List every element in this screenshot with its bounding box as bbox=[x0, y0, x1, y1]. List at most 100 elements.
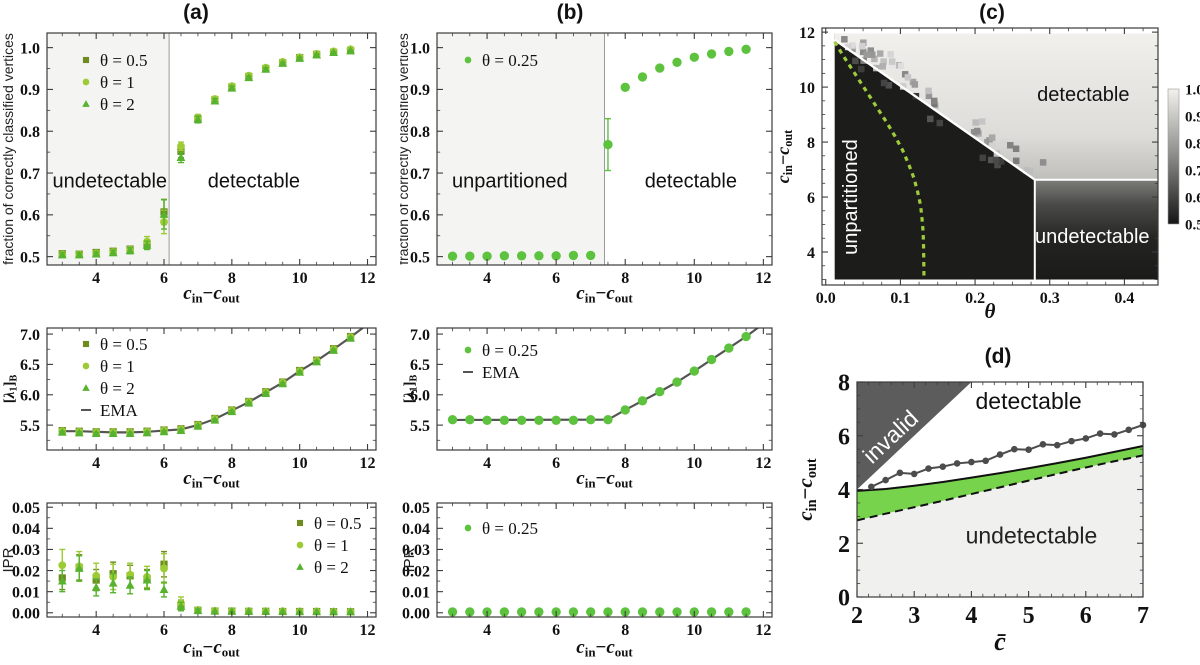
data-point bbox=[551, 415, 561, 425]
data-point bbox=[210, 415, 220, 424]
shaded-region bbox=[437, 33, 605, 265]
data-point bbox=[125, 246, 135, 255]
shape: c bbox=[183, 637, 192, 658]
shape: − bbox=[596, 637, 607, 658]
shape: out bbox=[615, 290, 634, 305]
x-tick-label: 12 bbox=[360, 455, 376, 472]
data-point bbox=[125, 429, 135, 438]
numeric-threshold-point bbox=[1125, 426, 1132, 434]
x-axis-label: cin−cout bbox=[183, 637, 240, 659]
data-point bbox=[620, 82, 630, 93]
lower-bound-dashed-line bbox=[856, 454, 1144, 522]
series-θ = 0.25 bbox=[447, 607, 751, 617]
y-tick-label: 12 bbox=[799, 25, 815, 42]
x-tick-label: 7 bbox=[1137, 603, 1149, 629]
legend-label: θ = 0.5 bbox=[100, 51, 147, 70]
data-point bbox=[568, 250, 579, 261]
heat-cell bbox=[876, 50, 884, 57]
heat-cell bbox=[897, 62, 905, 70]
y-tick-label: 6 bbox=[807, 190, 815, 207]
panel-c-heatmap-chart: unpartitioned detectable undetectable 0.0 0.… bbox=[780, 25, 1200, 323]
legend-label: θ = 0.25 bbox=[482, 341, 538, 360]
shape: out bbox=[222, 475, 241, 490]
x-axis-label: cin−cout bbox=[183, 283, 240, 305]
data-point bbox=[92, 571, 101, 580]
y-tick-label: 0.02 bbox=[402, 563, 430, 580]
y-tick-label: 0 bbox=[838, 586, 850, 612]
panel-a-eigenvalue-chart: 4 6 8 10 12 5.5 6.0 6.5 7.0 θ = 0.5 θ = 1 θ = 2 EMA c… bbox=[2, 327, 377, 490]
heat-cell bbox=[885, 82, 893, 89]
data-point bbox=[741, 607, 751, 617]
heat-cell bbox=[841, 36, 848, 43]
data-point bbox=[278, 606, 288, 615]
heat-cell bbox=[904, 74, 912, 81]
y-tick-label: 5.5 bbox=[20, 418, 40, 435]
heat-cell bbox=[936, 119, 944, 127]
y-tick-label: 0.04 bbox=[12, 521, 40, 538]
plot-frame bbox=[821, 27, 1159, 286]
data-point bbox=[57, 250, 67, 259]
y-tick-label: 0.04 bbox=[402, 521, 430, 538]
shape: − bbox=[780, 155, 793, 165]
x-tick-label: 0.2 bbox=[965, 290, 985, 307]
data-point bbox=[193, 114, 203, 123]
shape: θ bbox=[985, 299, 996, 323]
data-point bbox=[447, 607, 458, 617]
shape: in bbox=[804, 499, 820, 511]
y-tick-label: 0.03 bbox=[12, 542, 40, 559]
data-point bbox=[176, 152, 186, 161]
y-tick-label: 6.0 bbox=[410, 388, 430, 405]
data-point bbox=[142, 428, 152, 437]
data-point bbox=[159, 209, 169, 218]
y-tick-label: 2 bbox=[838, 532, 850, 558]
x-tick-label: 10 bbox=[686, 270, 702, 287]
heat-cell bbox=[1039, 159, 1047, 166]
heat-cell bbox=[860, 39, 867, 46]
numeric-threshold-point bbox=[996, 451, 1004, 458]
heat-cell bbox=[927, 115, 934, 123]
y-tick-label: 0.5 bbox=[20, 249, 40, 266]
x-tick-label: 4 bbox=[92, 455, 100, 472]
shape: c bbox=[213, 468, 222, 489]
heat-cell bbox=[925, 87, 932, 95]
x-tick-label: 0.0 bbox=[816, 290, 836, 307]
data-point bbox=[295, 53, 305, 62]
y-tick-label: 1.0 bbox=[20, 40, 40, 57]
series-θ = 0.5 bbox=[58, 550, 355, 616]
x-tick-label: 10 bbox=[292, 622, 308, 639]
shape: ] bbox=[402, 382, 418, 387]
numeric-threshold-point bbox=[868, 483, 875, 491]
colorbar-tick-label: 0.7 bbox=[1185, 163, 1200, 179]
shape: 1 bbox=[409, 387, 420, 392]
x-tick-label: 10 bbox=[292, 270, 308, 287]
shape: [ bbox=[402, 398, 418, 403]
x-tick-label: 12 bbox=[755, 455, 771, 472]
shape: B bbox=[409, 375, 420, 382]
y-tick-label: 0.00 bbox=[402, 606, 430, 623]
data-point bbox=[706, 49, 717, 59]
data-point bbox=[142, 575, 152, 584]
y-tick-label: 0.7 bbox=[410, 166, 430, 183]
heat-cell bbox=[979, 154, 987, 162]
shape: B bbox=[9, 375, 20, 382]
data-point bbox=[447, 251, 458, 261]
shape: c bbox=[576, 283, 585, 304]
y-tick-label: 6.5 bbox=[20, 357, 40, 374]
y-axis-label: fraction of correctly classified vertice… bbox=[0, 33, 16, 265]
data-point bbox=[312, 607, 322, 616]
data-point bbox=[57, 427, 67, 436]
shape: c bbox=[780, 147, 793, 155]
data-point bbox=[329, 48, 339, 57]
x-tick-label: 4 bbox=[483, 455, 491, 472]
data-point bbox=[346, 46, 355, 55]
heat-cell bbox=[849, 42, 856, 49]
plot-frame bbox=[436, 502, 773, 618]
panel-c-title: (c) bbox=[979, 1, 1005, 24]
heat-cell bbox=[887, 51, 894, 58]
shape: in bbox=[192, 475, 203, 490]
shape: c bbox=[213, 637, 222, 658]
data-point bbox=[193, 606, 203, 615]
x-tick-label: 3 bbox=[908, 603, 920, 629]
series-θ = 2 bbox=[57, 555, 355, 616]
